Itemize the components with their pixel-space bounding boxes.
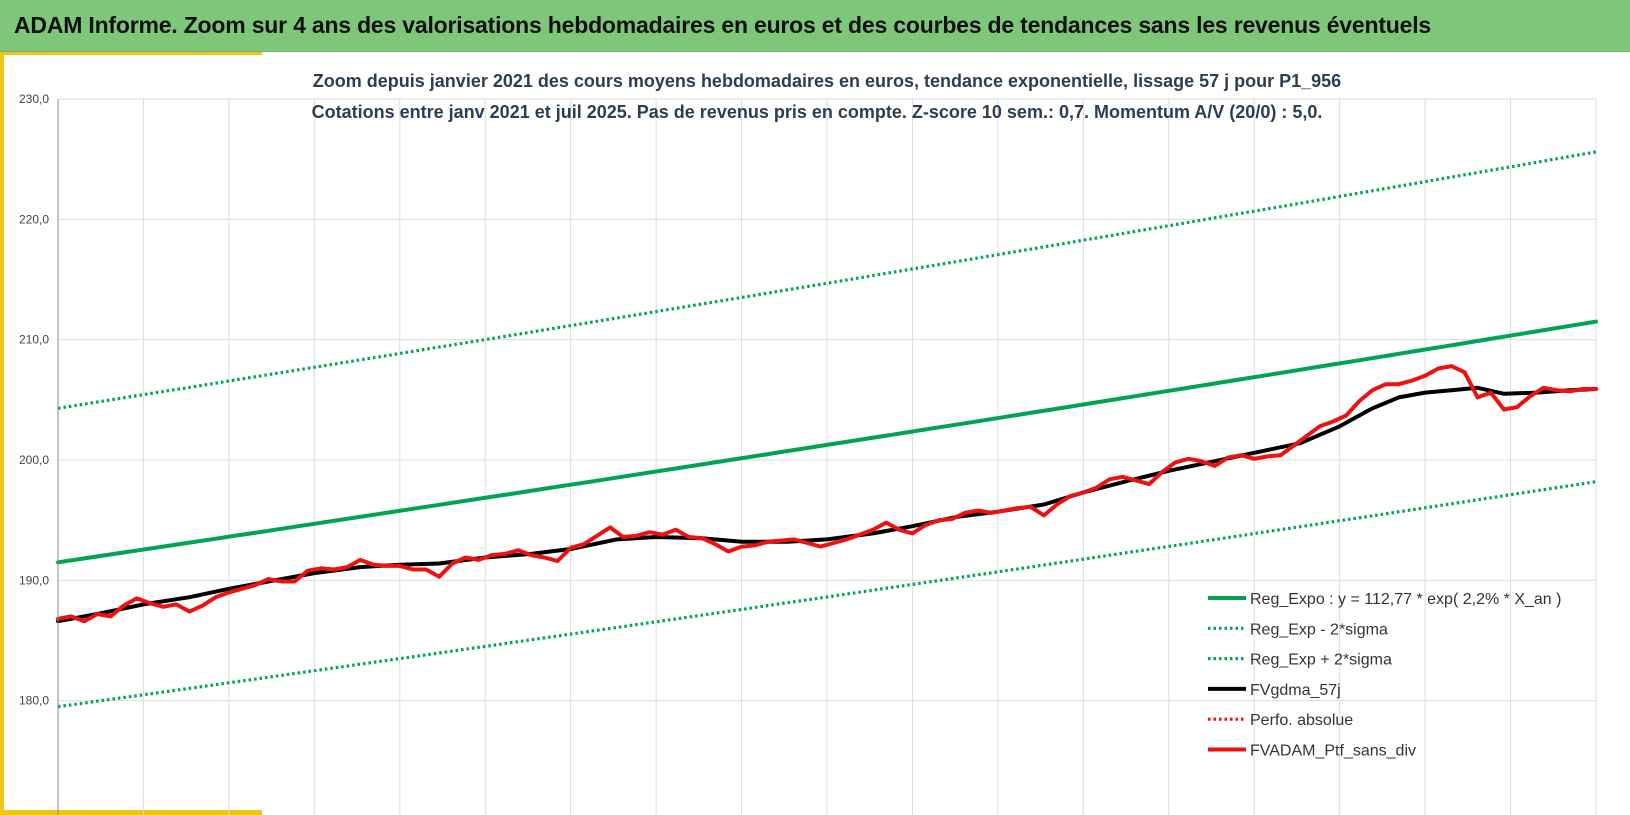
series-line-0 bbox=[56, 319, 1598, 565]
page-title: ADAM Informe. Zoom sur 4 ans des valoris… bbox=[14, 12, 1432, 38]
y-tick-label: 200,0 bbox=[19, 453, 49, 467]
legend-label: Reg_Exp - 2*sigma bbox=[1250, 621, 1388, 638]
grid bbox=[57, 98, 1597, 815]
frame-accent-left bbox=[0, 52, 4, 815]
y-tick-label: 210,0 bbox=[19, 333, 49, 347]
legend-label: Perfo. absolue bbox=[1250, 712, 1353, 729]
series-line-2 bbox=[57, 150, 1597, 410]
header-bar: ADAM Informe. Zoom sur 4 ans des valoris… bbox=[0, 0, 1630, 52]
axes: 170,0180,0190,0200,0210,0220,0230,02021W… bbox=[19, 92, 59, 815]
chart-subtitle: Cotations entre janv 2021 et juil 2025. … bbox=[312, 102, 1323, 122]
legend-label: Reg_Expo : y = 112,77 * exp( 2,2% * X_an… bbox=[1250, 591, 1561, 608]
legend-label: FVADAM_Ptf_sans_div bbox=[1250, 743, 1416, 760]
chart-title: Zoom depuis janvier 2021 des cours moyen… bbox=[313, 71, 1341, 91]
legend-label: Reg_Exp + 2*sigma bbox=[1250, 652, 1392, 669]
y-tick-label: 180,0 bbox=[19, 694, 49, 708]
legend: Reg_Expo : y = 112,77 * exp( 2,2% * X_an… bbox=[1208, 591, 1561, 760]
series-line-5 bbox=[56, 364, 1598, 624]
chart: 170,0180,0190,0200,0210,0220,0230,02021W… bbox=[19, 71, 1598, 815]
y-tick-label: 230,0 bbox=[19, 92, 49, 106]
y-tick-label: 190,0 bbox=[19, 573, 49, 587]
series-layer bbox=[56, 150, 1598, 709]
y-tick-label: 220,0 bbox=[19, 212, 49, 226]
frame-accent-bottom bbox=[0, 810, 262, 815]
series-line-1 bbox=[57, 480, 1597, 709]
legend-label: FVgdma_57j bbox=[1250, 682, 1341, 699]
frame-accent-top bbox=[0, 52, 262, 55]
